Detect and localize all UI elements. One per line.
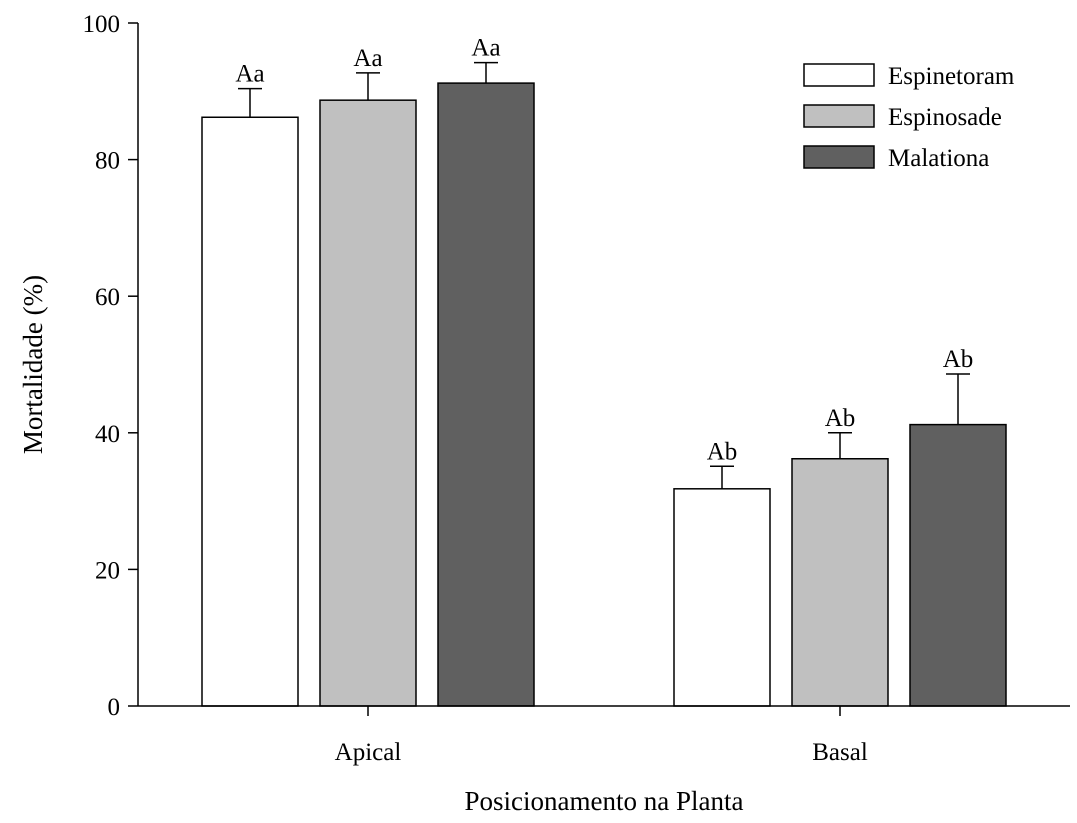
bars-layer	[201, 82, 1007, 707]
ticks-layer: 0 20 40 60 80 100 Apical Basal	[83, 11, 868, 766]
legend-swatch-malationa	[803, 145, 875, 169]
bar-espinetoram-basal	[673, 488, 771, 707]
x-tick-label: Apical	[335, 739, 402, 766]
legend-label-espinetoram: Espinetoram	[888, 63, 1015, 90]
bar-espinosade-apical	[319, 99, 417, 707]
data-label: Ab	[825, 405, 856, 432]
y-tick-label: 100	[83, 11, 121, 38]
data-label: Ab	[707, 438, 738, 465]
data-label: Aa	[471, 35, 500, 62]
y-tick-label: 80	[95, 148, 120, 175]
bar-malationa-basal	[909, 423, 1007, 707]
data-label: Aa	[353, 45, 382, 72]
x-axis-title: Posicionamento na Planta	[465, 786, 744, 816]
axes-layer	[137, 23, 1070, 707]
legend-label-espinosade: Espinosade	[888, 104, 1002, 131]
y-tick-label: 60	[95, 284, 120, 311]
data-label: Aa	[235, 61, 264, 88]
y-tick-label: 20	[95, 557, 120, 584]
bar-malationa-apical	[437, 82, 535, 707]
error-bars-layer	[238, 61, 970, 489]
legend-swatch-espinosade	[803, 104, 875, 128]
data-label: Ab	[943, 346, 974, 373]
data-labels-layer: Aa Ab Aa Ab Aa Ab	[235, 35, 973, 466]
y-axis-title: Mortalidade (%)	[18, 275, 48, 454]
y-tick-label: 40	[95, 421, 120, 448]
legend-label-malationa: Malationa	[888, 145, 989, 172]
bar-espinosade-basal	[791, 458, 889, 707]
x-tick-label: Basal	[812, 739, 868, 766]
bar-espinetoram-apical	[201, 116, 299, 707]
legend: Espinetoram Espinosade Malationa	[803, 63, 1015, 172]
y-tick-label: 0	[108, 694, 121, 721]
legend-swatch-espinetoram	[803, 63, 875, 87]
